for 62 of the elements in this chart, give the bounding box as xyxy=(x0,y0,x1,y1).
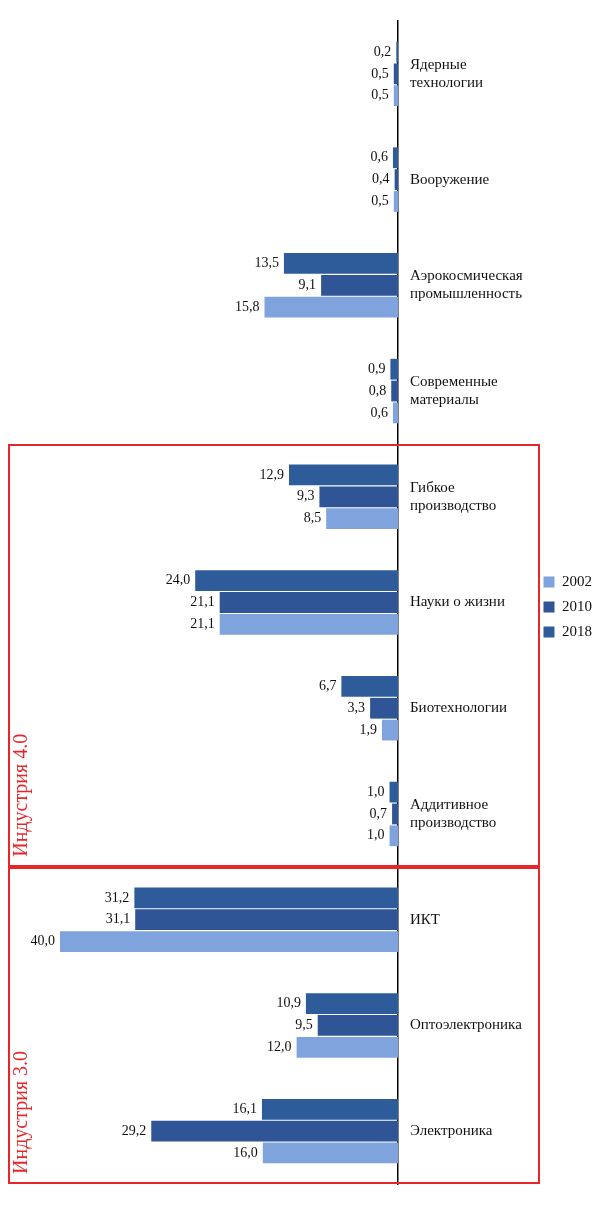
data-label: 21,1 xyxy=(190,594,215,610)
data-label: 0,5 xyxy=(371,193,389,209)
data-label: 31,1 xyxy=(105,911,131,927)
y-tick-label: Электроника xyxy=(410,1122,493,1139)
data-label: 0,9 xyxy=(367,360,386,376)
bar xyxy=(60,931,398,952)
text: Индустрия 4.0 xyxy=(9,733,33,857)
bar xyxy=(392,402,398,424)
data-label: 0,4 xyxy=(372,171,390,187)
bar xyxy=(264,296,398,318)
y-tick-label: Ядерные технологии xyxy=(410,55,484,90)
data-label: 40,0 xyxy=(30,933,55,949)
data-label: 16,1 xyxy=(232,1100,257,1116)
data-label: 9,3 xyxy=(296,488,315,504)
data-label: 0,7 xyxy=(369,805,388,821)
y-tick-label: Биотехнологии xyxy=(410,699,507,716)
data-label: 9,1 xyxy=(298,276,317,292)
text: Индустрия 3.0 xyxy=(9,1050,33,1174)
bar xyxy=(262,1142,398,1164)
legend-label: 2018 xyxy=(562,622,592,639)
data-label: 0,2 xyxy=(373,43,392,59)
data-label: 6,7 xyxy=(318,678,337,694)
data-label: 0,5 xyxy=(371,87,389,103)
data-label: 8,5 xyxy=(303,510,322,526)
data-label: 10,9 xyxy=(276,995,301,1011)
data-label: 12,0 xyxy=(267,1038,292,1054)
y-tick-label: ИКТ xyxy=(410,910,440,927)
bar xyxy=(392,803,398,825)
bar xyxy=(219,613,398,635)
legend-label: 2010 xyxy=(562,597,592,614)
data-label: 1,9 xyxy=(359,721,377,737)
y-tick-label: Науки о жизни xyxy=(410,593,505,610)
data-label: 0,5 xyxy=(371,65,389,81)
data-label: 0,6 xyxy=(370,149,388,165)
bar xyxy=(393,85,398,107)
data-label: 9,5 xyxy=(295,1017,313,1033)
legend-label: 2002 xyxy=(562,572,592,589)
data-label: 16,0 xyxy=(233,1144,258,1160)
data-label: 0,8 xyxy=(368,382,387,398)
bar xyxy=(381,719,398,741)
y-tick-label: Аэрокосмическая промышленность xyxy=(410,267,523,302)
data-label: 1,0 xyxy=(367,783,385,799)
data-label: 21,1 xyxy=(190,616,215,632)
y-tick-label: Современные материалы xyxy=(410,372,499,407)
data-label: 0,6 xyxy=(370,404,388,420)
data-label: 31,2 xyxy=(104,889,130,905)
y-tick-label: Гибкое производство xyxy=(410,478,497,513)
bar xyxy=(389,781,398,803)
bar xyxy=(393,191,398,212)
data-label: 13,5 xyxy=(254,255,279,271)
data-label: 1,0 xyxy=(367,827,385,843)
bar xyxy=(389,825,398,847)
bar xyxy=(326,508,398,529)
data-label: 24,0 xyxy=(165,572,191,588)
data-label: 3,3 xyxy=(347,699,366,715)
y-tick-label: Аддитивное производство xyxy=(410,795,497,830)
y-tick-label: Вооружение xyxy=(410,170,490,187)
bar xyxy=(296,1036,398,1058)
data-label: 12,9 xyxy=(259,466,284,482)
data-label: 15,8 xyxy=(234,298,260,314)
data-label: 29,2 xyxy=(121,1122,147,1138)
y-tick-label: Оптоэлектроника xyxy=(410,1016,523,1033)
